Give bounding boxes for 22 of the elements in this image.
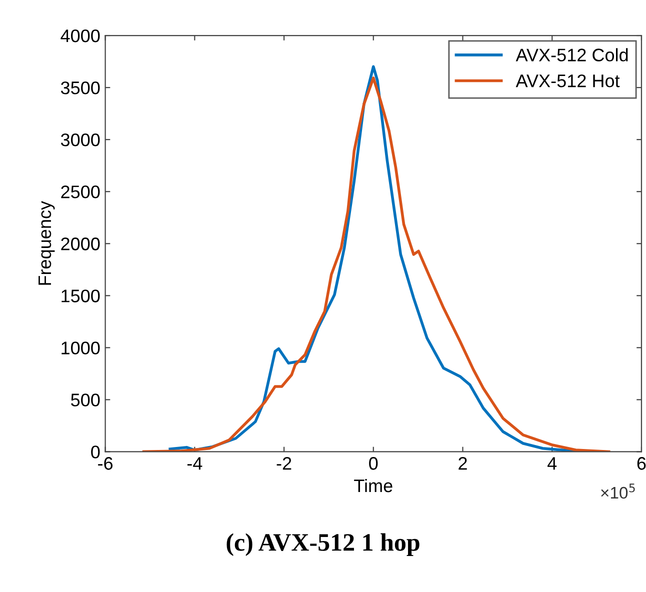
y-tick-label: 4000 <box>60 29 100 42</box>
x-tick-label: 0 <box>369 457 378 470</box>
legend-label: AVX-512 Cold <box>516 48 628 62</box>
x-tick-label: -2 <box>276 457 292 470</box>
y-tick-label: 3500 <box>60 81 100 94</box>
y-tick-label: 2000 <box>61 238 100 250</box>
y-tick-label: 2500 <box>61 186 100 198</box>
y-axis-title: Frequency <box>38 200 55 285</box>
x-tick-label: -6 <box>98 457 113 470</box>
text: (c) AVX-512 1 hop <box>226 533 420 556</box>
x-tick-label: -4 <box>187 457 202 470</box>
text: ×10$^{5}$ <box>601 484 635 499</box>
y-tick-label: 500 <box>71 394 100 406</box>
y-tick-label: 0 <box>91 446 100 458</box>
y-tick-label: 1000 <box>62 342 100 354</box>
x-tick-label: 2 <box>458 457 467 470</box>
x-tick-label: 4 <box>548 457 557 470</box>
x-tick-label: 6 <box>637 457 646 470</box>
y-tick-label: 3000 <box>60 134 100 146</box>
legend-label: AVX-512 Hot <box>516 74 620 88</box>
x-axis-title: Time <box>354 478 392 492</box>
y-tick-label: 1500 <box>62 290 100 302</box>
